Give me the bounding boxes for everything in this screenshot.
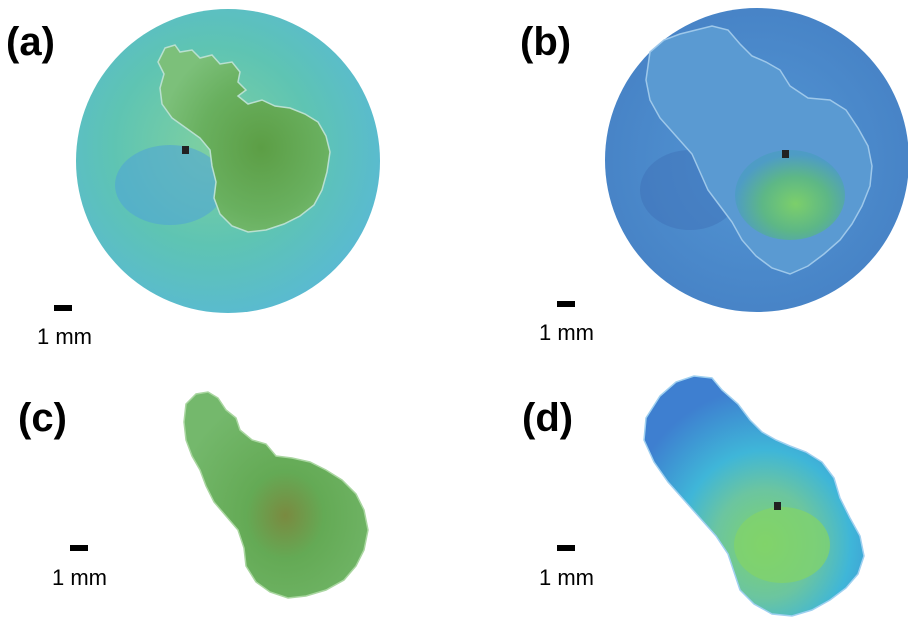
panel-b-label: (b) xyxy=(520,20,572,64)
panel-b-scale-text: 1 mm xyxy=(539,320,594,345)
panel-b-core-region xyxy=(735,150,845,240)
panel-c-scalebar xyxy=(70,545,88,551)
panel-d-label: (d) xyxy=(522,396,574,440)
panel-a-marker xyxy=(182,146,189,154)
panel-d-image xyxy=(643,375,865,617)
panel-a-label: (a) xyxy=(6,20,55,64)
panel-c-label: (c) xyxy=(18,396,67,440)
panel-c-image xyxy=(183,391,369,599)
panel-d-scale-text: 1 mm xyxy=(539,565,594,590)
panel-a-scale-text: 1 mm xyxy=(37,324,92,349)
panel-a-green-region xyxy=(157,44,331,233)
panel-a-blue-patch xyxy=(115,145,225,225)
panel-d-core-region xyxy=(734,507,830,583)
panel-b-marker xyxy=(782,150,789,158)
panel-b-image xyxy=(605,8,908,312)
panel-d-region xyxy=(643,375,865,617)
panel-a-image xyxy=(76,9,380,313)
panel-c-scale-text: 1 mm xyxy=(52,565,107,590)
panel-d-marker xyxy=(774,502,781,510)
panel-b-scalebar xyxy=(557,301,575,307)
panel-c-region xyxy=(183,391,369,599)
panel-a-scalebar xyxy=(54,305,72,311)
panel-d-scalebar xyxy=(557,545,575,551)
